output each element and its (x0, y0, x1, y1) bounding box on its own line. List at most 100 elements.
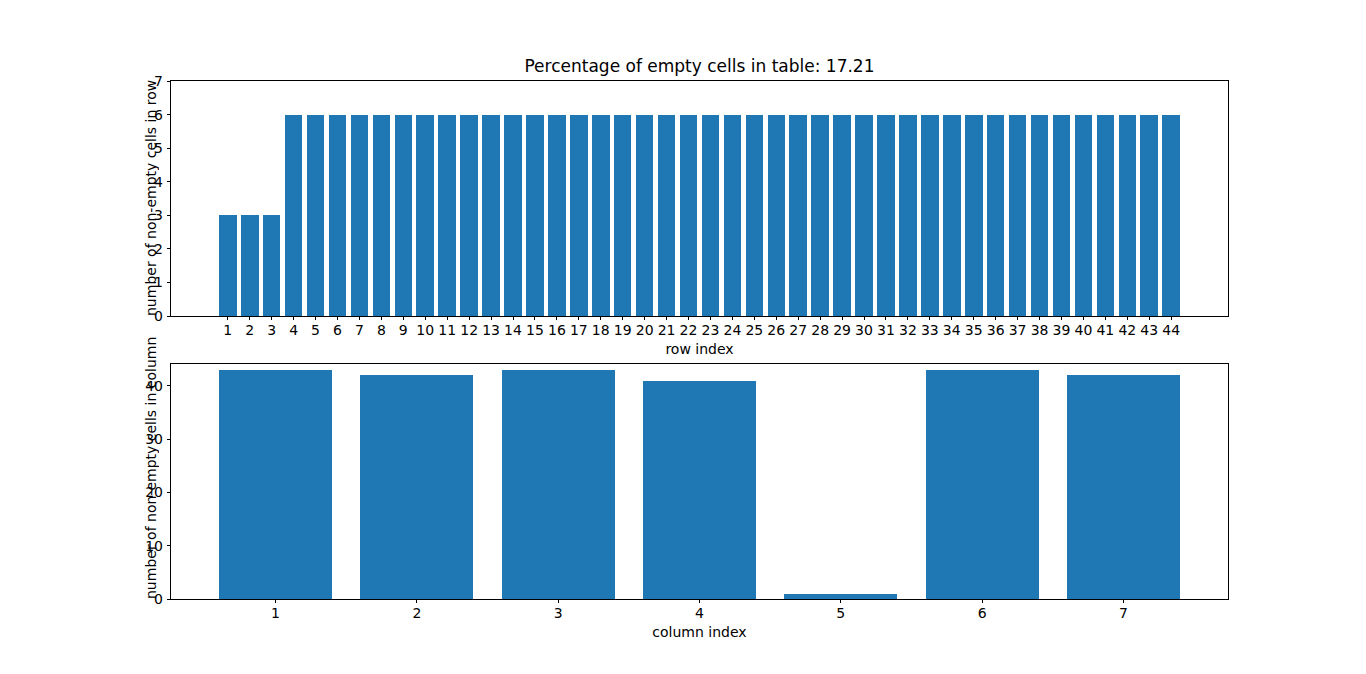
x-tick-mark (666, 316, 667, 320)
x-tick-label: 23 (702, 322, 720, 338)
bar (502, 370, 615, 599)
x-tick-mark (293, 316, 294, 320)
bar (768, 115, 786, 316)
matplotlib-figure: Percentage of empty cells in table: 17.2… (0, 0, 1366, 674)
x-tick-mark (732, 316, 733, 320)
x-tick-label: 15 (526, 322, 544, 338)
x-tick-label: 16 (548, 322, 566, 338)
x-tick-mark (558, 599, 559, 603)
x-tick-mark (337, 316, 338, 320)
x-tick-mark (315, 316, 316, 320)
bar (438, 115, 456, 316)
x-tick-mark (1105, 316, 1106, 320)
x-tick-label: 35 (965, 322, 983, 338)
x-tick-mark (556, 316, 557, 320)
x-tick-label: 36 (987, 322, 1005, 338)
y-tick-label: 1 (154, 273, 163, 291)
x-tick-mark (1123, 599, 1124, 603)
y-tick-label: 0 (154, 307, 163, 325)
bar (460, 115, 478, 316)
x-tick-mark (820, 316, 821, 320)
x-tick-mark (929, 316, 930, 320)
x-tick-mark (907, 316, 908, 320)
x-tick-label: 28 (811, 322, 829, 338)
x-tick-mark (600, 316, 601, 320)
bar (329, 115, 347, 316)
x-tick-label: 2 (412, 605, 421, 621)
x-tick-label: 41 (1096, 322, 1114, 338)
x-tick-label: 33 (921, 322, 939, 338)
y-tick-mark (167, 81, 171, 82)
y-tick-label: 7 (154, 72, 163, 90)
x-tick-mark (842, 316, 843, 320)
x-tick-mark (425, 316, 426, 320)
bar (921, 115, 939, 316)
bar (926, 370, 1039, 599)
bar (351, 115, 369, 316)
y-tick-mark (167, 439, 171, 440)
x-tick-label: 40 (1075, 322, 1093, 338)
bar (1031, 115, 1049, 316)
y-tick-label: 2 (154, 240, 163, 258)
bar (965, 115, 983, 316)
x-tick-mark (447, 316, 448, 320)
x-tick-mark (951, 316, 952, 320)
y-tick-mark (167, 385, 171, 386)
bar (482, 115, 500, 316)
x-tick-label: 14 (504, 322, 522, 338)
y-tick-label: 6 (154, 106, 163, 124)
x-tick-label: 9 (399, 322, 408, 338)
x-tick-mark (1149, 316, 1150, 320)
x-tick-mark (491, 316, 492, 320)
x-tick-mark (469, 316, 470, 320)
x-tick-mark (710, 316, 711, 320)
x-tick-mark (1017, 316, 1018, 320)
x-tick-label: 19 (614, 322, 632, 338)
bar (360, 375, 473, 599)
bar (636, 115, 654, 316)
x-tick-label: 43 (1140, 322, 1158, 338)
y-tick-label: 10 (145, 537, 163, 555)
bar (658, 115, 676, 316)
bar (877, 115, 895, 316)
bar (943, 115, 961, 316)
bar (263, 215, 281, 316)
x-tick-mark (776, 316, 777, 320)
y-tick-mark (167, 181, 171, 182)
column-chart-x-axis-label: column index (171, 624, 1228, 641)
y-tick-mark (167, 215, 171, 216)
x-tick-label: 24 (723, 322, 741, 338)
y-tick-mark (167, 599, 171, 600)
y-tick-label: 0 (154, 590, 163, 608)
bar (395, 115, 413, 316)
x-tick-label: 10 (416, 322, 434, 338)
x-tick-mark (271, 316, 272, 320)
x-tick-label: 31 (877, 322, 895, 338)
y-tick-mark (167, 148, 171, 149)
x-tick-label: 2 (245, 322, 254, 338)
column-chart-plot-area: number of non-empty cells in column colu… (170, 363, 1229, 600)
x-tick-mark (1127, 316, 1128, 320)
bar (1067, 375, 1180, 599)
bar (680, 115, 698, 316)
x-tick-label: 7 (1119, 605, 1128, 621)
y-tick-label: 20 (145, 483, 163, 501)
x-tick-mark (864, 316, 865, 320)
x-tick-mark (416, 599, 417, 603)
x-tick-mark (840, 599, 841, 603)
y-tick-mark (167, 282, 171, 283)
x-tick-label: 32 (899, 322, 917, 338)
x-tick-label: 39 (1053, 322, 1071, 338)
bar (416, 115, 434, 316)
bar (811, 115, 829, 316)
x-tick-mark (1061, 316, 1062, 320)
y-tick-label: 3 (154, 206, 163, 224)
x-tick-label: 1 (223, 322, 232, 338)
x-tick-label: 21 (658, 322, 676, 338)
x-tick-label: 11 (438, 322, 456, 338)
bar (1075, 115, 1093, 316)
bar (241, 215, 259, 316)
bar (746, 115, 764, 316)
bar (219, 370, 332, 599)
y-tick-label: 5 (154, 139, 163, 157)
